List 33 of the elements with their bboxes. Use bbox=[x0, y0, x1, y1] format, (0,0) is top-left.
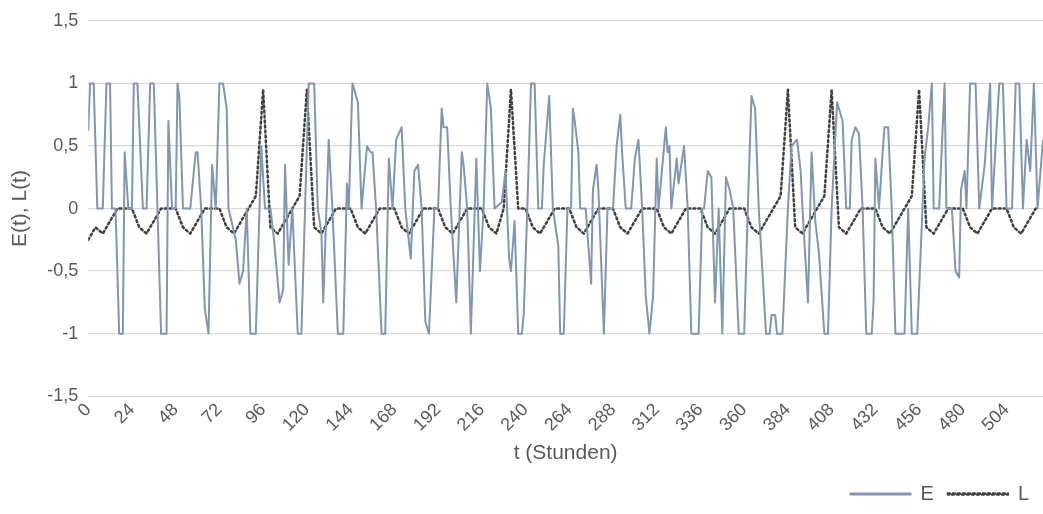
x-tick-label: 48 bbox=[153, 399, 183, 428]
x-tick-label: 432 bbox=[846, 399, 882, 435]
x-tick-label: 360 bbox=[715, 399, 751, 435]
x-tick-label: 336 bbox=[671, 399, 707, 435]
line-series bbox=[88, 88, 1037, 242]
x-tick-label: 312 bbox=[627, 399, 664, 435]
x-tick-label: 192 bbox=[409, 399, 445, 435]
y-tick-label: 0,5 bbox=[53, 134, 79, 155]
x-tick-label: 120 bbox=[277, 399, 314, 435]
legend-label: E bbox=[920, 481, 934, 504]
x-tick-label: 240 bbox=[496, 399, 532, 435]
y-axis-title: E(t), L(t) bbox=[7, 170, 31, 248]
x-tick-label: 96 bbox=[241, 399, 270, 428]
x-tick-label: 384 bbox=[758, 399, 795, 435]
x-tick-label: 504 bbox=[977, 399, 1013, 435]
x-tick-label: 72 bbox=[197, 399, 226, 428]
x-tick-label: 144 bbox=[321, 399, 357, 435]
y-tick-label: 1,5 bbox=[53, 9, 79, 30]
x-axis-title: t (Stunden) bbox=[513, 440, 618, 464]
y-tick-label: 0 bbox=[68, 197, 79, 218]
y-tick-label: -1 bbox=[62, 322, 79, 343]
x-tick-label: 288 bbox=[583, 399, 620, 435]
legend-label: L bbox=[1017, 481, 1029, 504]
x-tick-label: 216 bbox=[452, 399, 489, 435]
y-tick-label: 1 bbox=[68, 72, 79, 93]
y-tick-label: -1,5 bbox=[47, 385, 79, 406]
x-tick-label: 264 bbox=[540, 399, 576, 435]
x-tick-label: 408 bbox=[802, 399, 838, 435]
x-tick-label: 480 bbox=[933, 399, 970, 435]
x-tick-label: 24 bbox=[109, 399, 139, 428]
y-tick-label: -0,5 bbox=[47, 260, 79, 281]
x-tick-label: 168 bbox=[365, 399, 401, 435]
x-tick-label: 456 bbox=[890, 399, 926, 435]
